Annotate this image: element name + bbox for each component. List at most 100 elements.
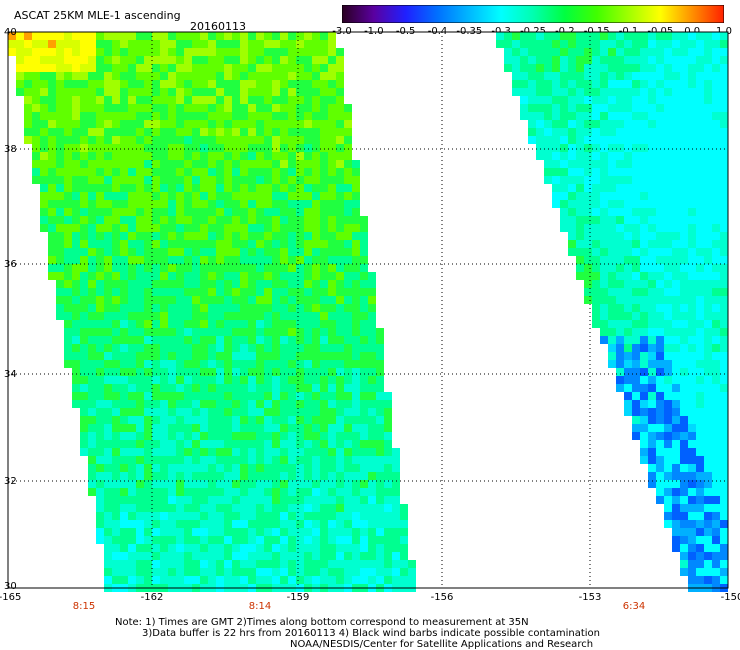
wind-cell: [328, 208, 336, 216]
wind-cell: [232, 32, 240, 40]
wind-cell: [312, 560, 320, 568]
lon-label-159: -159: [286, 592, 310, 603]
wind-cell: [168, 32, 176, 40]
wind-cell: [48, 48, 56, 56]
wind-cell: [208, 440, 216, 448]
wind-cell: [248, 72, 256, 80]
wind-cell: [104, 176, 112, 184]
wind-cell: [216, 248, 224, 256]
wind-cell: [672, 88, 680, 96]
wind-cell: [224, 352, 232, 360]
wind-cell: [224, 464, 232, 472]
wind-cell: [144, 400, 152, 408]
wind-cell: [672, 528, 680, 536]
wind-cell: [160, 296, 168, 304]
wind-cell: [544, 64, 552, 72]
wind-cell: [128, 496, 136, 504]
wind-cell: [656, 32, 664, 40]
wind-cell: [224, 240, 232, 248]
wind-cell: [384, 456, 392, 464]
wind-cell: [600, 168, 608, 176]
wind-cell: [184, 440, 192, 448]
wind-cell: [64, 88, 72, 96]
wind-cell: [704, 224, 712, 232]
wind-cell: [680, 392, 688, 400]
wind-cell: [328, 168, 336, 176]
wind-cell: [240, 304, 248, 312]
wind-cell: [648, 480, 656, 488]
wind-cell: [152, 536, 160, 544]
wind-cell: [72, 296, 80, 304]
wind-cell: [64, 320, 72, 328]
wind-cell: [304, 96, 312, 104]
wind-cell: [136, 472, 144, 480]
wind-cell: [264, 280, 272, 288]
wind-cell: [680, 168, 688, 176]
wind-cell: [224, 200, 232, 208]
wind-cell: [720, 96, 728, 104]
wind-cell: [616, 208, 624, 216]
wind-cell: [720, 152, 728, 160]
wind-cell: [520, 56, 528, 64]
wind-cell: [704, 496, 712, 504]
wind-cell: [704, 104, 712, 112]
wind-cell: [632, 208, 640, 216]
wind-cell: [720, 344, 728, 352]
wind-cell: [320, 72, 328, 80]
wind-cell: [176, 80, 184, 88]
wind-cell: [712, 416, 720, 424]
wind-cell: [56, 312, 64, 320]
wind-cell: [48, 144, 56, 152]
wind-cell: [320, 264, 328, 272]
wind-cell: [136, 376, 144, 384]
wind-cell: [368, 440, 376, 448]
wind-cell: [128, 224, 136, 232]
wind-cell: [40, 136, 48, 144]
wind-cell: [224, 432, 232, 440]
wind-cell: [232, 448, 240, 456]
wind-cell: [176, 336, 184, 344]
wind-cell: [184, 184, 192, 192]
wind-cell: [632, 64, 640, 72]
wind-cell: [256, 344, 264, 352]
wind-cell: [272, 184, 280, 192]
wind-cell: [104, 144, 112, 152]
wind-cell: [192, 328, 200, 336]
wind-cell: [128, 128, 136, 136]
wind-cell: [256, 520, 264, 528]
wind-cell: [560, 136, 568, 144]
wind-cell: [160, 256, 168, 264]
wind-cell: [232, 48, 240, 56]
wind-cell: [520, 40, 528, 48]
wind-cell: [608, 96, 616, 104]
wind-cell: [144, 56, 152, 64]
wind-cell: [720, 280, 728, 288]
wind-cell: [328, 184, 336, 192]
wind-cell: [720, 472, 728, 480]
wind-cell: [664, 392, 672, 400]
wind-cell: [312, 272, 320, 280]
wind-cell: [160, 480, 168, 488]
wind-cell: [704, 192, 712, 200]
wind-cell: [40, 120, 48, 128]
wind-cell: [512, 80, 520, 88]
wind-cell: [272, 456, 280, 464]
wind-cell: [640, 448, 648, 456]
wind-cell: [80, 48, 88, 56]
wind-cell: [120, 336, 128, 344]
wind-cell: [712, 288, 720, 296]
wind-cell: [96, 160, 104, 168]
wind-cell: [224, 392, 232, 400]
wind-cell: [128, 552, 136, 560]
wind-cell: [40, 168, 48, 176]
wind-cell: [152, 504, 160, 512]
wind-cell: [624, 192, 632, 200]
wind-cell: [144, 336, 152, 344]
wind-cell: [112, 328, 120, 336]
wind-cell: [152, 368, 160, 376]
wind-cell: [624, 320, 632, 328]
wind-cell: [200, 464, 208, 472]
wind-cell: [168, 504, 176, 512]
wind-cell: [160, 336, 168, 344]
wind-cell: [72, 288, 80, 296]
